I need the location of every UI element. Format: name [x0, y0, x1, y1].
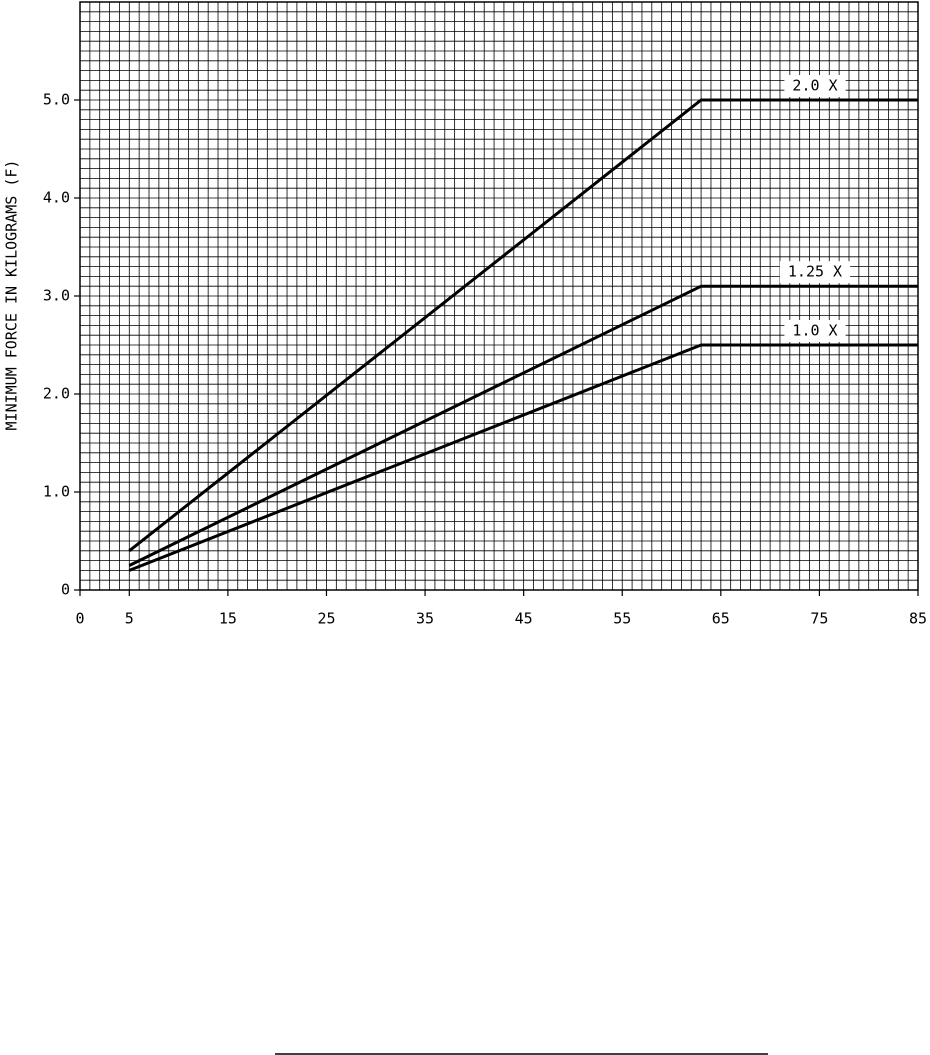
series-label: 1.0 X — [792, 322, 837, 340]
series-line — [128, 98, 918, 552]
x-tick-label: 0 — [75, 610, 84, 628]
series-label-box — [779, 261, 851, 284]
x-tick-label: 55 — [613, 610, 631, 628]
x-tick-label: 65 — [712, 610, 730, 628]
y-tick-label: 5.0 — [43, 91, 70, 109]
series-line — [128, 343, 918, 572]
x-tick-label: 15 — [219, 610, 237, 628]
series-line — [128, 284, 918, 567]
series-label-box — [784, 75, 846, 97]
y-tick-label: 0 — [61, 581, 70, 599]
x-tick-label: 5 — [125, 610, 134, 628]
y-tick-label: 2.0 — [43, 385, 70, 403]
series-label: 1.25 X — [788, 263, 842, 281]
y-tick-label: 1.0 — [43, 483, 70, 501]
y-axis-label: MINIMUM FORCE IN KILOGRAMS (F) — [3, 160, 21, 431]
x-tick-label: 85 — [909, 610, 927, 628]
x-tick-label: 75 — [810, 610, 828, 628]
y-tick-label: 3.0 — [43, 287, 70, 305]
x-tick-label: 25 — [317, 610, 335, 628]
x-tick-label: 45 — [515, 610, 533, 628]
x-tick-label: 35 — [416, 610, 434, 628]
series-label: 2.0 X — [792, 77, 837, 95]
y-tick-label: 4.0 — [43, 189, 70, 207]
series-label-box — [784, 320, 846, 342]
